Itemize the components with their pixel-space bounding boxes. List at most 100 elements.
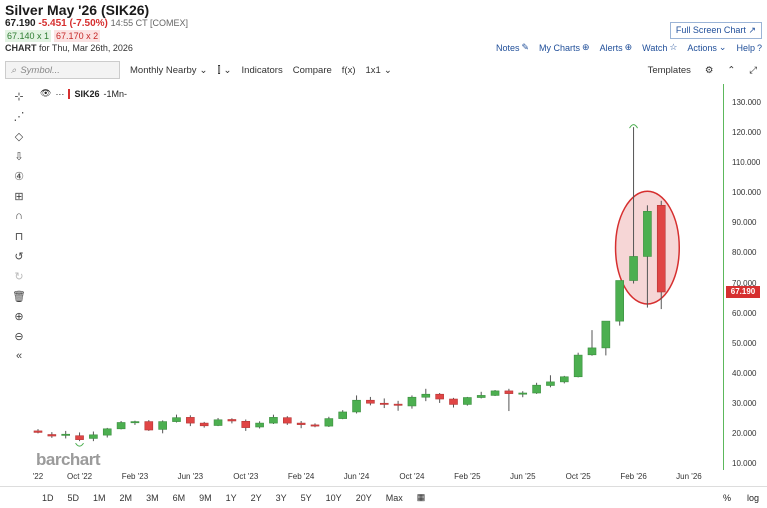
redo-icon[interactable]: ↻ [14,270,24,283]
period-button[interactable]: 5Y [300,492,312,503]
candle-body [158,421,167,430]
eye-icon[interactable]: 👁 [40,88,52,98]
period-button[interactable]: Max [385,492,403,503]
candle-body [615,280,625,322]
quote-line: 67.190 -5.451 (-7.50%) 14:55 CT [COMEX] [5,18,188,29]
period-button[interactable]: 1D [42,492,54,503]
indicators-button[interactable]: Indicators [241,64,283,76]
candle-body [393,403,403,406]
period-button[interactable]: 1Y [225,492,237,503]
y-tick-label: 90.000 [732,218,757,228]
series-color-swatch [68,88,71,99]
pattern-tool-icon[interactable]: ⊞ [14,190,24,203]
last-price-label: 67.190 [726,285,760,298]
period-button[interactable]: 10Y [325,492,342,503]
zoom-in-icon[interactable]: ⊕ [14,310,24,323]
period-buttons: 1D 5D 1M 2M 3M 6M 9M 1Y 2Y 3Y 5Y 10Y 20Y Max [0,493,407,503]
compare-button[interactable]: Compare [292,64,332,76]
chart-type-dropdown[interactable]: ⫿ ⌄ [218,65,232,76]
candle-body [352,399,361,413]
candle-body [89,434,98,439]
number-tool-icon[interactable]: ④ [14,170,24,183]
help-link[interactable]: Help? [736,42,762,53]
period-button[interactable]: 3Y [275,492,287,503]
candle-body [656,205,666,293]
period-button[interactable]: 1M [93,492,106,503]
period-button[interactable]: 2Y [250,492,262,503]
period-button[interactable]: 5D [67,492,80,503]
period-dropdown[interactable]: Monthly Nearby ⌄ [130,65,208,76]
undo-icon[interactable]: ↺ [14,250,24,263]
scale-options: % log [723,493,759,503]
candle-body [227,419,237,422]
candlestick-chart [33,124,681,447]
x-tick-label: Jun '25 [509,472,536,481]
period-button[interactable]: 20Y [355,492,372,503]
chart-prefix: CHART [5,43,37,53]
quote-time: 14:55 CT [COMEX] [110,18,189,28]
gear-icon[interactable]: ⚙ [704,64,714,76]
shape-tool-icon[interactable]: ◇ [14,130,24,143]
period-button[interactable]: 3M [146,492,159,503]
watch-link[interactable]: Watch ☆ [642,42,677,53]
calendar-icon[interactable]: ▦ [416,492,426,502]
notes-link[interactable]: Notes ✎ [496,42,529,53]
layout-dropdown[interactable]: 1x1 ⌄ [366,65,392,76]
period-button[interactable]: 9M [199,492,212,503]
candle-body [476,395,486,398]
crosshair-tool-icon[interactable]: ⊹ [14,90,24,103]
x-tick-label: Jun '26 [676,472,702,481]
actions-menu[interactable]: Actions ⌄ [687,42,726,53]
x-tick-label: Jun '24 [343,472,370,481]
candle-body [573,354,583,378]
candle-body [504,390,514,394]
my-charts-link[interactable]: My Charts ⊕ [539,42,590,53]
chart-for-date: for Thu, Mar 26th, 2026 [39,43,133,53]
x-tick-label: '22 [32,472,44,481]
collapse-icon[interactable]: ⌃ [727,64,736,76]
more-icon[interactable]: ··· [55,88,65,99]
price-change: -5.451 (-7.50%) [38,18,108,29]
candle-body [587,347,597,356]
full-screen-button[interactable]: Full Screen Chart ↗ [669,22,762,39]
y-tick-label: 10.000 [732,459,757,468]
candle-body [559,376,569,383]
layout-label: 1x1 [365,64,381,76]
collapse-toolbar-icon[interactable]: « [15,350,23,362]
trendline-tool-icon[interactable]: ⋰ [13,110,25,123]
candle-body [407,396,417,407]
period-button[interactable]: 6M [172,492,186,503]
y-tick-label: 40.000 [732,368,757,378]
y-tick-label: 80.000 [732,248,757,258]
expand-icon[interactable]: ⤢ [749,64,757,76]
ask-badge: 67.170 x 2 [54,30,101,42]
chart-plot-area[interactable] [32,84,724,470]
candle-body [338,411,348,419]
notes-label: Notes [495,42,520,53]
arrow-tool-icon[interactable]: ⇩ [14,150,24,163]
x-tick-label: Oct '24 [399,472,425,481]
alerts-link[interactable]: Alerts ⊕ [600,42,633,53]
top-links: Notes ✎ My Charts ⊕ Alerts ⊕ Watch ☆ Actions… [496,42,762,53]
function-button[interactable]: f(x) [341,64,356,76]
chart-date: CHART for Thu, Mar 26th, 2026 [5,43,133,53]
x-tick-label: Oct '25 [565,472,591,481]
candle-body [324,418,334,427]
magnet-icon[interactable]: ∩ [15,210,23,222]
zoom-out-icon[interactable]: ⊖ [14,330,24,343]
candle-body [449,398,458,405]
templates-button[interactable]: Templates [647,64,691,76]
lock-icon[interactable]: ⊓ [14,230,24,243]
symbol-search-input[interactable]: ⌕ Symbol... [5,61,120,79]
period-button[interactable]: 2M [119,492,133,503]
chart-toolbar: ⌕ Symbol... Monthly Nearby ⌄ ⫿ ⌄ Indicator… [5,60,762,80]
candle-body [130,421,140,424]
candle-body [532,384,541,394]
percent-scale-button[interactable]: % [722,492,731,503]
plus-circle-icon: ⊕ [582,42,590,52]
trash-icon[interactable]: 🗑 [12,290,26,303]
candle-body [518,392,528,395]
external-link-icon: ↗ [748,25,756,35]
log-scale-button[interactable]: log [746,492,759,503]
actions-label: Actions [687,42,717,53]
